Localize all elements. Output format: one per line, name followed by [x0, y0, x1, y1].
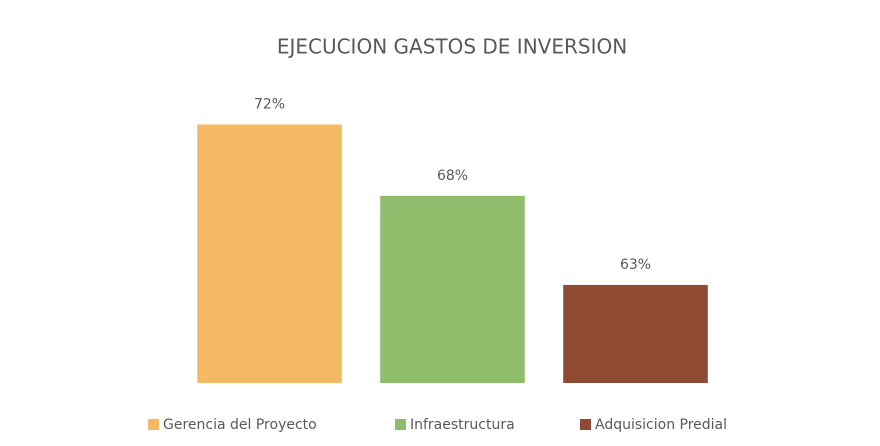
bar	[380, 195, 525, 383]
legend-swatch	[580, 419, 591, 430]
data-label: 68%	[437, 168, 468, 184]
legend-label: Infraestructura	[410, 417, 515, 433]
bar	[563, 284, 708, 383]
data-label: 63%	[620, 257, 651, 273]
legend-label: Adquisicion Predial	[595, 417, 727, 433]
legend-swatch	[148, 419, 159, 430]
chart-title: EJECUCION GASTOS DE INVERSION	[277, 35, 627, 59]
legend-swatch	[395, 419, 406, 430]
legend-label: Gerencia del Proyecto	[163, 417, 317, 433]
data-label: 72%	[254, 96, 285, 112]
bar	[197, 124, 342, 383]
